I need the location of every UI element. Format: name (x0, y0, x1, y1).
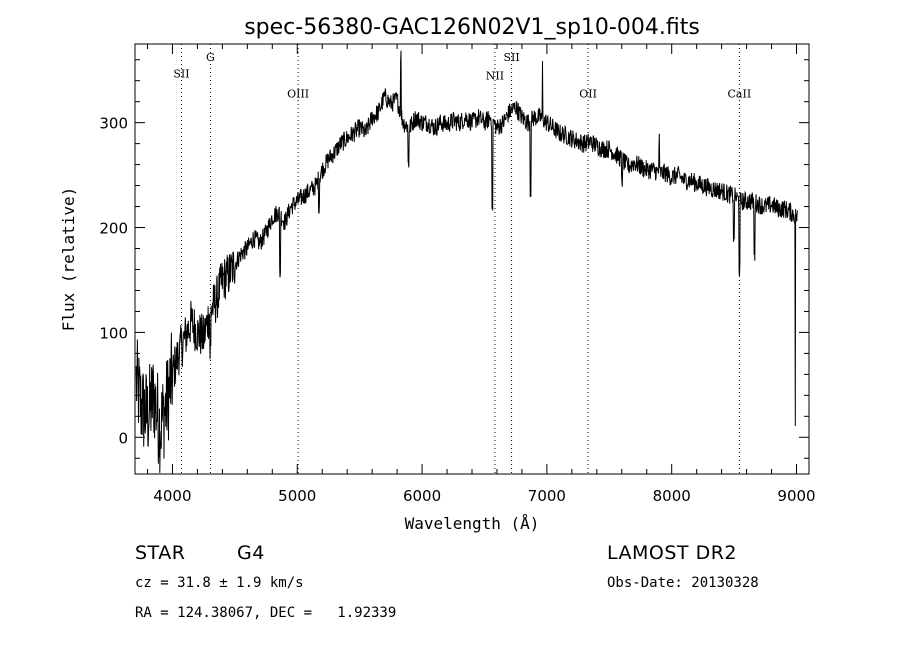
line-marker-label: NII (486, 70, 504, 83)
coordinates: RA = 124.38067, DEC = 1.92339 (135, 605, 397, 621)
y-tick-label: 300 (99, 115, 128, 133)
y-axis-label: Flux (relative) (59, 187, 78, 332)
x-tick-label: 8000 (653, 487, 691, 505)
line-marker-label: OIII (287, 87, 309, 100)
object-class: STAR (135, 542, 186, 564)
x-tick-label: 5000 (278, 487, 316, 505)
y-axis-ticks: 0 100 200 300 (99, 59, 809, 459)
x-tick-label: 6000 (403, 487, 441, 505)
line-marker-label: OII (579, 87, 597, 100)
x-axis-ticks: 4000 5000 6000 7000 8000 9000 (146, 44, 816, 505)
y-tick-label: 100 (99, 324, 128, 342)
redshift-value: cz = 31.8 ± 1.9 km/s (135, 575, 304, 591)
spectral-line-markers: SII G OIII NII SII OII CaII (173, 44, 751, 474)
observation-date: Obs-Date: 20130328 (607, 575, 759, 591)
line-marker-label: SII (503, 51, 519, 64)
line-marker-label: G (206, 51, 215, 64)
x-axis-label: Wavelength (Å) (405, 514, 540, 533)
plot-frame (134, 43, 810, 475)
y-tick-label: 200 (99, 220, 128, 238)
spectrum-line (135, 50, 798, 473)
line-marker-label: SII (173, 68, 189, 81)
x-tick-label: 4000 (153, 487, 191, 505)
chart-title: spec-56380-GAC126N02V1_sp10-004.fits (244, 15, 700, 40)
x-tick-label: 7000 (528, 487, 566, 505)
y-tick-label: 0 (118, 429, 128, 447)
subclass: G4 (237, 542, 265, 564)
x-tick-label: 9000 (777, 487, 815, 505)
line-marker-label: CaII (728, 87, 752, 100)
survey-name: LAMOST DR2 (607, 542, 737, 564)
